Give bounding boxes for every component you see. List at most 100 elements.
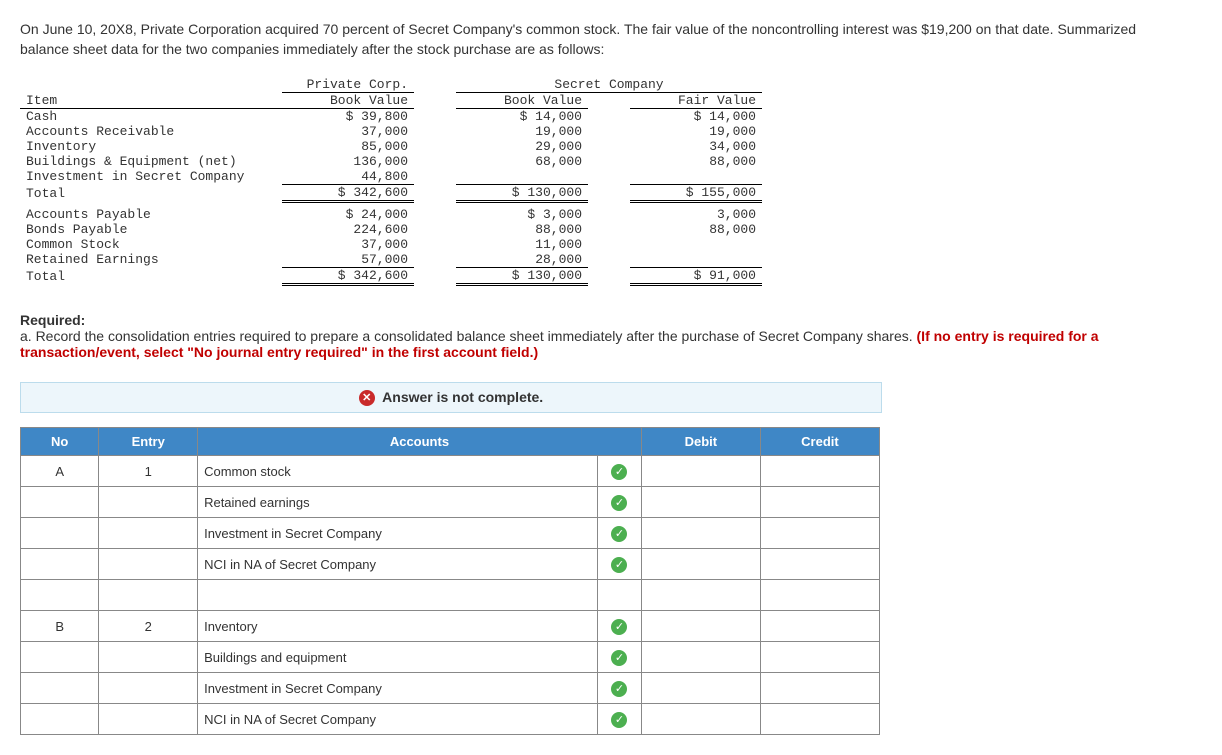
bs-item: Investment in Secret Company xyxy=(20,169,282,185)
bs-sfv xyxy=(630,237,762,252)
check-icon: ✓ xyxy=(611,557,627,573)
bs-sfv: 19,000 xyxy=(630,124,762,139)
bs-sbv: 19,000 xyxy=(456,124,588,139)
check-cell: ✓ xyxy=(598,704,642,735)
je-no xyxy=(21,487,99,518)
bs-pbv: 37,000 xyxy=(282,237,414,252)
bs-sbv: $ 3,000 xyxy=(456,207,588,222)
debit-input[interactable] xyxy=(641,518,760,549)
je-entry xyxy=(99,518,198,549)
required-label: Required: xyxy=(20,312,85,328)
bs-sbv: 28,000 xyxy=(456,252,588,268)
bs-item: Cash xyxy=(20,109,282,125)
credit-input[interactable] xyxy=(760,518,879,549)
je-entry xyxy=(99,642,198,673)
bs-pbv: 37,000 xyxy=(282,124,414,139)
col-secret-company: Secret Company xyxy=(456,77,762,93)
bs-sbv xyxy=(456,169,588,185)
bs-sfv: 88,000 xyxy=(630,222,762,237)
bs-pbv: 136,000 xyxy=(282,154,414,169)
je-no: B xyxy=(21,611,99,642)
check-icon: ✓ xyxy=(611,650,627,666)
bs-pbv: 85,000 xyxy=(282,139,414,154)
bs-sbv: 88,000 xyxy=(456,222,588,237)
check-icon: ✓ xyxy=(611,464,627,480)
error-icon: ✕ xyxy=(359,390,375,406)
total2-sbv: $ 130,000 xyxy=(456,268,588,285)
debit-input[interactable] xyxy=(641,580,760,611)
credit-input[interactable] xyxy=(760,549,879,580)
account-input[interactable] xyxy=(198,580,598,611)
debit-input[interactable] xyxy=(641,487,760,518)
credit-input[interactable] xyxy=(760,487,879,518)
credit-input[interactable] xyxy=(760,456,879,487)
bs-item: Accounts Receivable xyxy=(20,124,282,139)
je-no xyxy=(21,642,99,673)
col-item: Item xyxy=(20,93,282,109)
balance-sheet-table: Private Corp. Secret Company Item Book V… xyxy=(20,77,762,286)
th-no: No xyxy=(21,428,99,456)
debit-input[interactable] xyxy=(641,549,760,580)
je-entry xyxy=(99,704,198,735)
bs-sfv: 3,000 xyxy=(630,207,762,222)
bs-item: Bonds Payable xyxy=(20,222,282,237)
bs-sbv: 29,000 xyxy=(456,139,588,154)
je-entry: 1 xyxy=(99,456,198,487)
bs-sbv: 68,000 xyxy=(456,154,588,169)
account-input[interactable]: Investment in Secret Company xyxy=(198,518,598,549)
bs-sfv xyxy=(630,169,762,185)
col-private-corp: Private Corp. xyxy=(282,77,414,93)
th-accounts: Accounts xyxy=(198,428,642,456)
answer-status: ✕ Answer is not complete. xyxy=(20,382,882,413)
je-no xyxy=(21,704,99,735)
debit-input[interactable] xyxy=(641,611,760,642)
bs-pbv: 44,800 xyxy=(282,169,414,185)
account-input[interactable]: Buildings and equipment xyxy=(198,642,598,673)
bs-pbv: 224,600 xyxy=(282,222,414,237)
th-debit: Debit xyxy=(641,428,760,456)
je-no xyxy=(21,549,99,580)
col-fair-value: Fair Value xyxy=(630,93,762,109)
bs-item: Common Stock xyxy=(20,237,282,252)
total2-label: Total xyxy=(20,268,282,285)
account-input[interactable]: Investment in Secret Company xyxy=(198,673,598,704)
account-input[interactable]: Common stock xyxy=(198,456,598,487)
check-icon: ✓ xyxy=(611,495,627,511)
check-cell: ✓ xyxy=(598,549,642,580)
bs-item: Inventory xyxy=(20,139,282,154)
credit-input[interactable] xyxy=(760,704,879,735)
col-book-value-2: Book Value xyxy=(456,93,588,109)
credit-input[interactable] xyxy=(760,642,879,673)
je-entry xyxy=(99,673,198,704)
bs-sbv: 11,000 xyxy=(456,237,588,252)
check-cell: ✓ xyxy=(598,518,642,549)
je-entry xyxy=(99,487,198,518)
bs-sbv: $ 14,000 xyxy=(456,109,588,125)
account-input[interactable]: NCI in NA of Secret Company xyxy=(198,549,598,580)
check-cell xyxy=(598,580,642,611)
check-cell: ✓ xyxy=(598,456,642,487)
check-cell: ✓ xyxy=(598,487,642,518)
debit-input[interactable] xyxy=(641,704,760,735)
credit-input[interactable] xyxy=(760,611,879,642)
je-no xyxy=(21,580,99,611)
je-entry xyxy=(99,580,198,611)
debit-input[interactable] xyxy=(641,673,760,704)
debit-input[interactable] xyxy=(641,642,760,673)
check-icon: ✓ xyxy=(611,526,627,542)
credit-input[interactable] xyxy=(760,580,879,611)
check-icon: ✓ xyxy=(611,681,627,697)
problem-intro: On June 10, 20X8, Private Corporation ac… xyxy=(20,20,1170,59)
total-pbv: $ 342,600 xyxy=(282,185,414,202)
credit-input[interactable] xyxy=(760,673,879,704)
check-cell: ✓ xyxy=(598,673,642,704)
account-input[interactable]: Inventory xyxy=(198,611,598,642)
account-input[interactable]: Retained earnings xyxy=(198,487,598,518)
check-icon: ✓ xyxy=(611,619,627,635)
total-sfv: $ 155,000 xyxy=(630,185,762,202)
je-no xyxy=(21,518,99,549)
bs-pbv: $ 24,000 xyxy=(282,207,414,222)
debit-input[interactable] xyxy=(641,456,760,487)
account-input[interactable]: NCI in NA of Secret Company xyxy=(198,704,598,735)
bs-item: Retained Earnings xyxy=(20,252,282,268)
